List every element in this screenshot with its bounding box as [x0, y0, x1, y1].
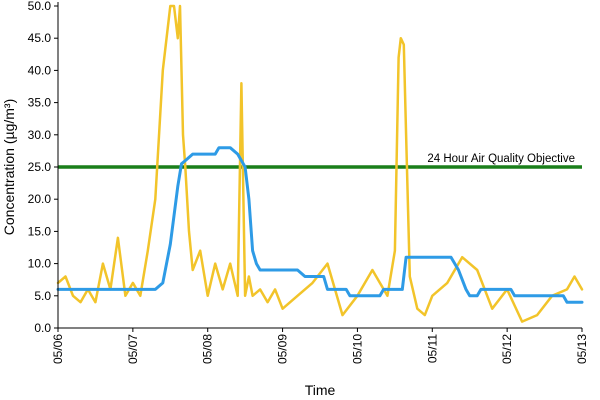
y-tick-label: 5.0	[34, 289, 51, 303]
x-tick-label: 05/06	[51, 334, 65, 364]
y-tick-label: 15.0	[28, 224, 52, 238]
y-axis-ticks: 0.0 5.0 10.0 15.0 20.0 25.0 30.0 35.0 40.0 45.0 50…	[28, 0, 58, 335]
x-axis-ticks: 05/06 05/07 05/08 05/09 05/10 05/11 05/12 05/13	[51, 328, 589, 364]
air-quality-objective-label: 24 Hour Air Quality Objective	[427, 153, 575, 165]
x-tick-label: 05/08	[201, 334, 215, 364]
y-tick-label: 25.0	[28, 160, 52, 174]
x-tick-label: 05/12	[500, 334, 514, 364]
series-line-2	[56, 146, 584, 304]
reference-line-group: 24 Hour Air Quality Objective	[58, 153, 582, 169]
y-tick-label: 0.0	[34, 321, 51, 335]
y-tick-label: 40.0	[28, 63, 52, 77]
x-tick-label: 05/11	[425, 334, 439, 363]
y-tick-label: 35.0	[28, 96, 52, 110]
y-tick-label: 20.0	[28, 192, 52, 206]
y-tick-label: 10.0	[28, 257, 52, 271]
y-tick-label: 45.0	[28, 31, 52, 45]
x-tick-label: 05/10	[350, 334, 364, 364]
series-lines	[56, 4, 584, 323]
x-axis-label: Time	[305, 382, 336, 398]
x-tick-label: 05/09	[276, 334, 290, 364]
y-axis-label: Concentration (µg/m³)	[1, 99, 17, 235]
x-tick-label: 05/07	[126, 334, 140, 364]
y-tick-label: 30.0	[28, 128, 52, 142]
x-tick-label: 05/13	[575, 334, 589, 364]
y-tick-label: 50.0	[28, 0, 52, 13]
